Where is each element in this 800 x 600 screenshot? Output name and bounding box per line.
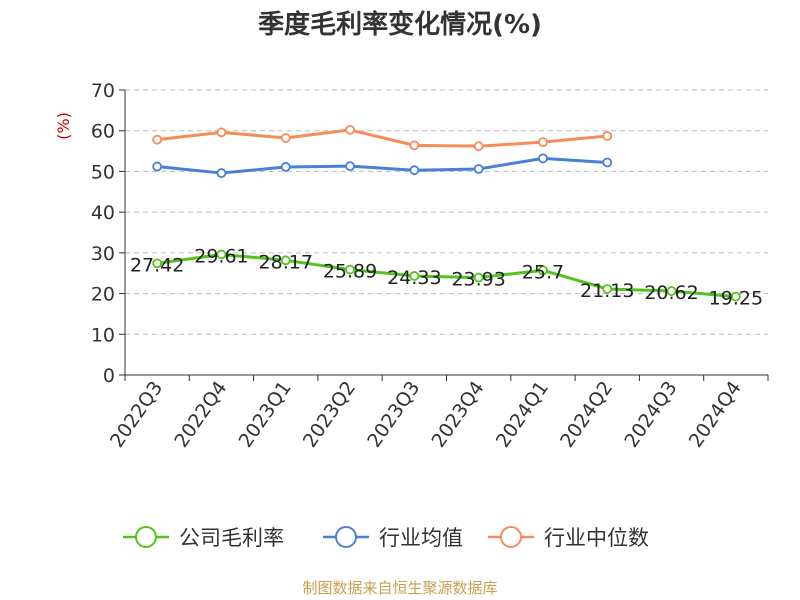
y-tick-label-10: 10 — [91, 324, 115, 346]
data-label-2022Q3: 27.42 — [130, 254, 184, 276]
data-label-2024Q3: 20.62 — [644, 282, 698, 304]
data-label-2024Q4: 19.25 — [709, 288, 763, 310]
point-1-2022Q3 — [152, 161, 163, 172]
data-labels: 27.42 29.61 28.17 25.89 24.33 23.93 25.7 21.13 2… — [130, 245, 763, 309]
series-line-1 — [156, 156, 608, 175]
point-2-2022Q4 — [216, 127, 227, 138]
series-0 — [152, 249, 741, 302]
point-1-2023Q3 — [409, 165, 420, 176]
point-2-2023Q2 — [345, 124, 355, 135]
x-tick-label-2023Q4: 2023Q4 — [427, 377, 488, 451]
point-1-2023Q2 — [345, 161, 355, 172]
point-2-2022Q3 — [152, 134, 163, 145]
x-tick-label-2024Q1: 2024Q1 — [492, 377, 553, 451]
point-1-2023Q4 — [473, 164, 484, 174]
x-tick-label-2023Q1: 2023Q1 — [235, 377, 296, 451]
legend-item-1[interactable]: 行业均值 — [323, 526, 463, 550]
y-tick-label-20: 20 — [91, 284, 115, 306]
x-tick-label-2023Q2: 2023Q2 — [299, 377, 360, 451]
point-2-2024Q2 — [602, 131, 613, 141]
point-0-2023Q4 — [473, 272, 484, 283]
chart-title: 季度毛利率变化情况(%) — [258, 9, 542, 40]
point-2-2024Q1 — [538, 137, 548, 148]
legend-label-0: 公司毛利率 — [179, 526, 284, 550]
grid-lines — [125, 89, 768, 335]
data-label-2023Q2: 25.89 — [323, 261, 377, 283]
legend: 公司毛利率 行业均值 行业中位数 — [123, 526, 649, 550]
legend-label-1: 行业均值 — [379, 526, 463, 550]
point-0-2024Q1 — [538, 265, 548, 276]
point-0-2024Q2 — [602, 284, 613, 294]
point-1-2023Q1 — [280, 162, 291, 172]
legend-marker-1 — [335, 526, 357, 548]
x-tick-label-2024Q2: 2024Q2 — [556, 377, 617, 451]
series-line-2 — [156, 128, 608, 148]
y-tick-label-30: 30 — [91, 243, 115, 265]
data-label-2024Q1: 25.7 — [522, 261, 564, 283]
series-1 — [152, 153, 613, 178]
point-2-2023Q3 — [409, 140, 420, 151]
point-0-2023Q1 — [280, 255, 291, 266]
y-tick-label-60: 60 — [91, 121, 115, 143]
data-label-2023Q1: 28.17 — [259, 251, 313, 273]
x-tick-label-2024Q3: 2024Q3 — [620, 377, 681, 451]
x-tick-label-2022Q3: 2022Q3 — [106, 377, 167, 451]
y-tick-label-70: 70 — [91, 80, 115, 102]
series-2 — [152, 124, 613, 152]
point-1-2022Q4 — [216, 168, 227, 178]
legend-marker-0 — [135, 526, 157, 548]
point-0-2022Q3 — [152, 258, 163, 269]
point-0-2024Q4 — [730, 291, 741, 302]
x-tick-label-2023Q3: 2023Q3 — [363, 377, 424, 451]
point-0-2023Q2 — [345, 264, 355, 275]
x-tick-label-2022Q4: 2022Q4 — [170, 377, 231, 451]
data-label-2024Q2: 21.13 — [580, 280, 634, 302]
data-label-2023Q4: 23.93 — [451, 269, 505, 291]
x-tick-label-2024Q4: 2024Q4 — [685, 377, 746, 451]
y-tick-label-40: 40 — [91, 202, 115, 224]
data-label-2022Q4: 29.61 — [194, 245, 248, 267]
y-axis-label: (%) — [54, 112, 73, 140]
data-label-2023Q3: 24.33 — [387, 267, 441, 289]
legend-item-2[interactable]: 行业中位数 — [488, 526, 649, 550]
series-layer — [152, 124, 741, 302]
point-0-2023Q3 — [409, 271, 420, 281]
point-2-2023Q1 — [280, 133, 291, 143]
y-tick-label-50: 50 — [91, 161, 115, 183]
y-tick-label-0: 0 — [103, 365, 115, 387]
point-0-2022Q4 — [216, 249, 227, 260]
legend-label-2: 行业中位数 — [544, 526, 649, 550]
point-0-2024Q3 — [666, 286, 677, 296]
legend-item-0[interactable]: 公司毛利率 — [123, 526, 284, 550]
series-line-0 — [156, 252, 736, 299]
point-1-2024Q2 — [602, 157, 613, 168]
point-2-2023Q4 — [473, 141, 484, 152]
source-note: 制图数据来自恒生聚源数据库 — [302, 579, 497, 597]
legend-marker-2 — [500, 526, 522, 548]
point-1-2024Q1 — [538, 153, 548, 164]
